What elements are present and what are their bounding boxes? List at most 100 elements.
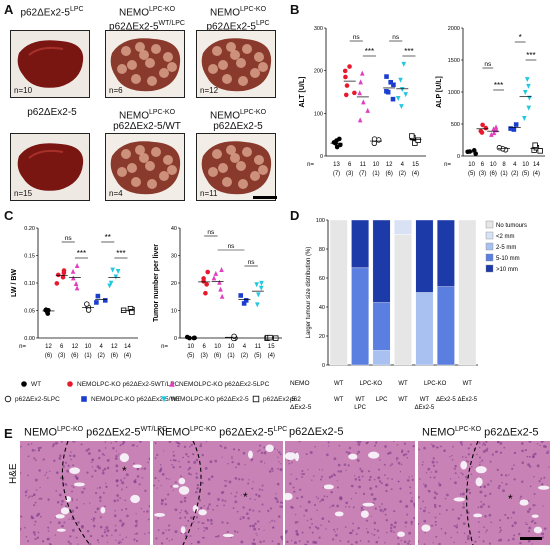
point-marker: [483, 125, 489, 131]
he-nucleus: [331, 504, 335, 507]
row2-cell: WT: [355, 397, 365, 403]
he-nucleus: [479, 505, 483, 509]
he-nucleus: [378, 480, 382, 483]
he-nucleus: [209, 460, 213, 464]
row2-cell: WT: [334, 397, 344, 403]
he-nucleus: [83, 503, 85, 505]
he-nucleus: [527, 539, 531, 543]
he-nucleus: [172, 465, 175, 469]
he-nucleus: [320, 499, 323, 502]
he-nucleus: [499, 451, 503, 454]
tumour-nodule: [139, 50, 149, 60]
tumour-nodule: [121, 46, 131, 56]
he-nucleus: [83, 487, 86, 490]
he-nucleus: [420, 507, 422, 510]
he-nucleus: [172, 454, 176, 457]
he-nucleus: [125, 486, 128, 489]
he-nucleus: [488, 513, 492, 517]
he-vessel: [531, 514, 539, 518]
he-nucleus: [288, 462, 291, 465]
he-nucleus: [435, 535, 438, 538]
he-nucleus: [428, 512, 430, 514]
he-title-b: p62ΔEx2-5: [83, 426, 141, 439]
sig-label: ns: [484, 61, 492, 68]
he-nucleus: [374, 507, 377, 510]
he-nucleus: [214, 535, 217, 538]
liver-title-sup: LPC-KO: [148, 6, 176, 13]
tumour-nodule: [167, 165, 177, 175]
he-nucleus: [483, 443, 487, 446]
liver-title-line1: NEMOLPC-KO: [101, 107, 193, 121]
he-nucleus: [252, 509, 255, 512]
p-value: (6): [71, 353, 78, 359]
he-nucleus: [55, 471, 59, 475]
he-nucleus: [405, 504, 409, 508]
he-nucleus: [27, 496, 30, 499]
he-nucleus: [286, 540, 289, 544]
he-nucleus: [339, 470, 343, 473]
he-nucleus: [34, 449, 37, 452]
he-nucleus: [258, 510, 261, 513]
he-title-a: NEMO: [422, 426, 455, 439]
he-nucleus: [205, 526, 209, 530]
he-nucleus: [164, 503, 167, 506]
row2-cell: WT: [420, 397, 430, 403]
he-nucleus: [154, 476, 157, 480]
he-nucleus: [482, 450, 486, 453]
he-nucleus: [49, 470, 51, 473]
he-nucleus: [504, 513, 507, 517]
point-marker: [365, 107, 370, 113]
he-nucleus: [321, 469, 324, 471]
n-value: 10: [187, 344, 194, 350]
y-tick-label: 20: [171, 281, 177, 287]
he-nucleus: [196, 488, 198, 490]
he-nucleus: [413, 502, 415, 505]
he-nucleus: [314, 541, 318, 544]
he-nucleus: [120, 508, 123, 511]
legend-label: NEMOLPC-KO p62ΔEx2-5LPC: [179, 380, 270, 388]
he-nucleus: [221, 441, 223, 442]
he-nucleus: [368, 478, 371, 482]
he-nucleus: [185, 525, 187, 527]
point-marker: [102, 298, 108, 303]
legend-item: NEMOLPC-KO p62ΔEx2-5: [160, 395, 249, 403]
he-nucleus: [528, 465, 532, 468]
he-nucleus: [224, 479, 226, 482]
he-nucleus: [526, 455, 529, 458]
he-nucleus: [195, 472, 198, 475]
p-value: (6): [385, 171, 392, 177]
liver-drawing: [17, 143, 84, 191]
he-nucleus: [373, 528, 376, 531]
liver-highlight: [28, 46, 64, 56]
he-nucleus: [119, 519, 122, 523]
point-marker: [184, 334, 190, 340]
he-nucleus: [538, 480, 541, 483]
he-nucleus: [520, 442, 524, 445]
he-nucleus: [433, 496, 437, 500]
p-value: (1): [372, 171, 379, 177]
point-marker: [81, 396, 87, 402]
he-nucleus: [209, 518, 213, 522]
liver-title-text: NEMO: [118, 7, 149, 19]
he-nucleus: [371, 533, 373, 535]
point-marker: [388, 79, 393, 85]
he-nucleus: [273, 520, 276, 522]
he-nucleus: [319, 478, 322, 481]
y-tick-label: 0: [457, 154, 460, 160]
he-nucleus: [174, 530, 178, 534]
he-vessel: [154, 512, 166, 517]
he-title-sa: LPC-KO: [57, 426, 84, 433]
he-nucleus: [187, 460, 190, 464]
point-marker: [71, 275, 76, 281]
n-value: 10: [490, 162, 497, 168]
he-nucleus: [519, 497, 521, 500]
he-nucleus: [295, 532, 299, 536]
he-nucleus: [37, 531, 40, 534]
he-nucleus: [487, 505, 491, 508]
he-nucleus: [478, 446, 481, 449]
liver-n: n=11: [200, 189, 218, 198]
he-nucleus: [528, 507, 532, 511]
point-marker: [391, 82, 396, 88]
he-nucleus: [331, 538, 335, 541]
he-texture: *: [418, 441, 550, 545]
